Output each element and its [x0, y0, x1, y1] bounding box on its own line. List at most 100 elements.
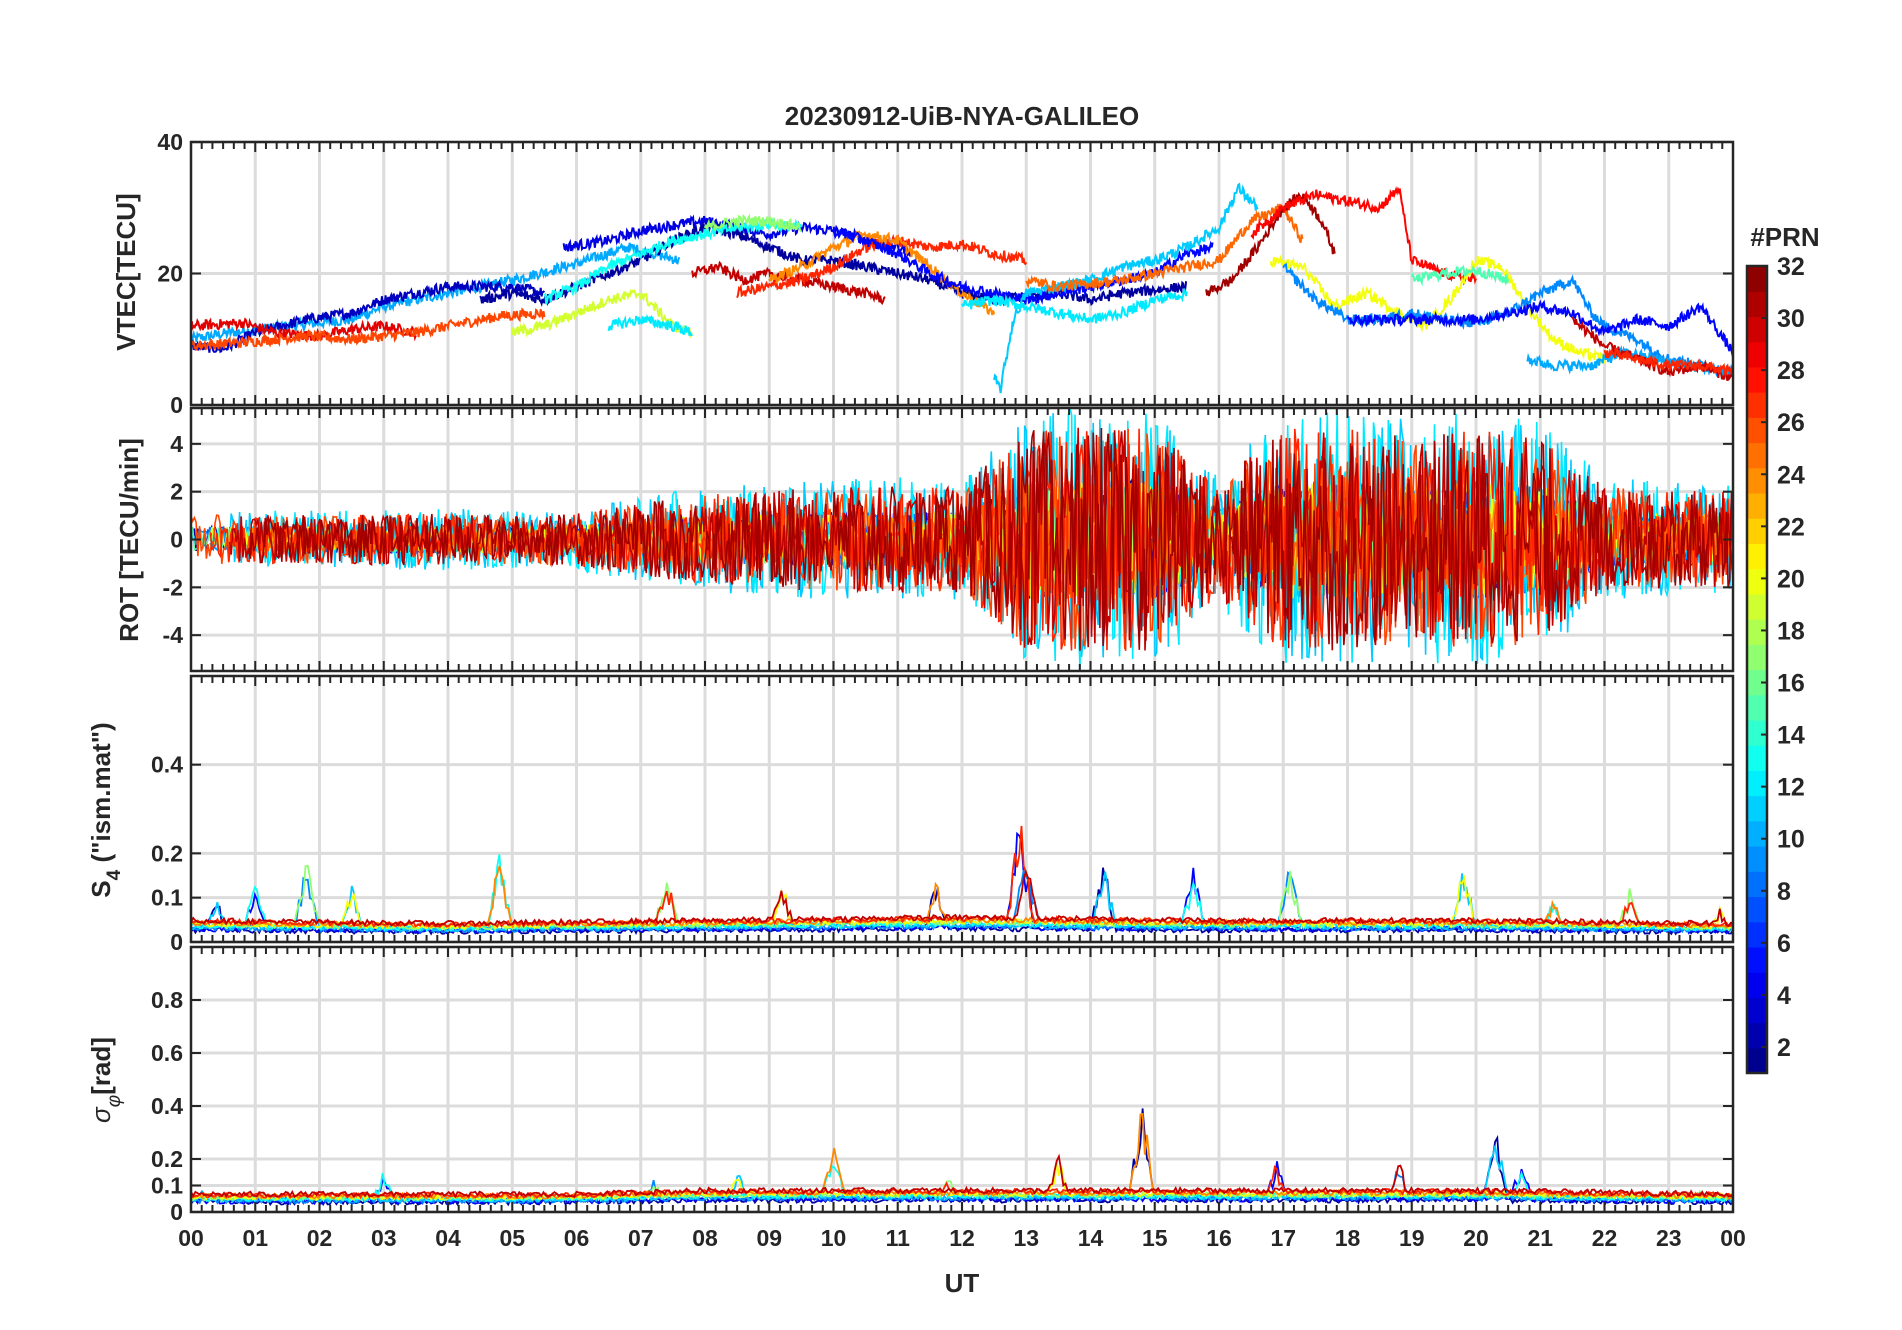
s4-label-sub: 4 — [104, 869, 125, 880]
x-tick-label: 05 — [499, 1225, 525, 1251]
y-tick-label: 4 — [170, 431, 183, 457]
x-tick-label: 06 — [564, 1225, 590, 1251]
x-tick-label: 04 — [435, 1225, 461, 1251]
colorbar-title: #PRN — [1750, 222, 1819, 252]
colorbar-segment — [1747, 341, 1767, 368]
colorbar-tick-label: 12 — [1777, 774, 1805, 802]
vtec-series-prn-31 — [1205, 191, 1336, 297]
plot-area — [191, 182, 1733, 394]
x-tick-label: 01 — [242, 1225, 268, 1251]
colorbar-frame — [1745, 264, 1769, 1075]
y-tick-label: 0.2 — [151, 840, 183, 866]
colorbar-segment — [1747, 1022, 1767, 1049]
panel-s4: 0 0.1 0.2 0.4 — [151, 674, 1735, 955]
vtec-series-prn-25 — [1025, 203, 1304, 295]
vtec-y-axis-label: VTEC[TECU] — [111, 193, 141, 350]
y-tick-label: 0.1 — [151, 1173, 183, 1199]
colorbar-segment — [1747, 719, 1767, 746]
x-tick-label: 11 — [886, 1225, 911, 1251]
sigma_phi-series-prn-30 — [191, 1153, 1733, 1199]
colorbar-segment — [1747, 846, 1767, 872]
vtec-series-prn-27 — [1603, 346, 1733, 376]
x-tick-label: 20 — [1463, 1225, 1489, 1251]
colorbar-segment — [1747, 266, 1767, 292]
x-tick-label: 14 — [1078, 1225, 1104, 1251]
colorbar-segment — [1747, 492, 1767, 519]
s4-label-rest: ("ism.mat") — [86, 722, 116, 869]
chart-title: 20230912-UiB-NYA-GALILEO — [785, 101, 1140, 131]
colorbar-segment — [1747, 291, 1767, 318]
rot-series-prn-30 — [228, 427, 1733, 651]
y-tick-label: 0.2 — [151, 1146, 183, 1172]
colorbar-segment — [1747, 417, 1767, 444]
y-tick-label: 0.4 — [151, 752, 183, 778]
sigma-phi-label-rest: [rad] — [86, 1037, 116, 1095]
x-tick-label: 09 — [756, 1225, 782, 1251]
y-tick-label: 0.8 — [151, 987, 183, 1013]
s4-label-main: S — [86, 880, 116, 897]
colorbar-tick-label: 32 — [1777, 253, 1805, 281]
y-tick-label: 0 — [170, 392, 183, 418]
y-tick-label: 0.4 — [151, 1093, 183, 1119]
x-tick-label: 19 — [1399, 1225, 1425, 1251]
colorbar-tick-label: 20 — [1777, 565, 1805, 593]
panel-vtec: 0 20 40 — [157, 129, 1735, 418]
colorbar-tick-label: 10 — [1777, 826, 1805, 854]
colorbar-segment — [1747, 972, 1767, 998]
vtec-series-prn-17 — [704, 213, 802, 233]
colorbar-segment — [1747, 820, 1767, 847]
rot-series-prn-31 — [248, 427, 1733, 651]
y-tick-label: 0 — [170, 527, 183, 553]
colorbar-segment — [1747, 669, 1767, 696]
vtec-series-prn-26 — [191, 307, 546, 351]
colorbar-tick-label: 14 — [1777, 722, 1805, 750]
colorbar-tick-label: 8 — [1777, 878, 1791, 906]
y-tick-label: 20 — [157, 261, 183, 287]
vtec-series-prn-28 — [1250, 186, 1477, 286]
sigma-phi-label-main: σ — [86, 1106, 116, 1123]
x-tick-label: 12 — [949, 1225, 975, 1251]
colorbar-tick-label: 18 — [1777, 617, 1805, 645]
colorbar-segment — [1747, 392, 1767, 418]
x-tick-label: 07 — [628, 1225, 654, 1251]
x-tick-label: 22 — [1592, 1225, 1618, 1251]
colorbar-segment — [1747, 619, 1767, 645]
x-tick-label: 23 — [1656, 1225, 1682, 1251]
y-tick-label: 0 — [170, 1199, 183, 1225]
sigma-phi-y-axis-label: σφ[rad] — [86, 1037, 125, 1123]
sigma-phi-label-sub: φ — [104, 1095, 125, 1107]
x-tick-label: 02 — [307, 1225, 333, 1251]
rot-y-axis-label: ROT [TECU/min] — [114, 438, 144, 642]
colorbar-segment — [1747, 644, 1767, 671]
vtec-series-prn-5 — [1346, 299, 1733, 357]
colorbar-tick-label: 22 — [1777, 513, 1805, 541]
x-tick-label: 00 — [1720, 1225, 1746, 1251]
x-tick-label: 00 — [178, 1225, 204, 1251]
vtec-series-prn-27 — [736, 233, 1028, 299]
colorbar-tick-label: 2 — [1777, 1034, 1791, 1062]
x-tick-label: 18 — [1335, 1225, 1361, 1251]
colorbar-segment — [1747, 694, 1767, 721]
x-tick-label: 16 — [1206, 1225, 1232, 1251]
y-tick-label: -2 — [163, 574, 183, 600]
x-tick-label: 10 — [821, 1225, 847, 1251]
x-tick-label: 15 — [1142, 1225, 1168, 1251]
colorbar-segment — [1747, 366, 1767, 393]
colorbar-segment — [1747, 593, 1767, 620]
colorbar-segment — [1747, 316, 1767, 343]
x-tick-labels: 00 01 02 03 04 05 06 07 08 09 10 11 12 13 14 15 16 17 18 19… — [178, 1225, 1746, 1251]
s4-series-prn-30 — [191, 869, 1733, 928]
colorbar-tick-label: 6 — [1777, 930, 1791, 958]
panel-sigma-phi: 00.10.2 0.4 0.6 0.8 — [151, 945, 1735, 1225]
vtec-series-prn-11 — [993, 182, 1259, 394]
colorbar-segment — [1747, 745, 1767, 771]
x-axis-label: UT — [945, 1268, 980, 1298]
x-tick-label: 13 — [1013, 1225, 1039, 1251]
colorbar-segment — [1747, 770, 1767, 797]
colorbar-segment — [1747, 518, 1767, 545]
colorbar-segment — [1747, 921, 1767, 948]
colorbar-tick-label: 28 — [1777, 357, 1805, 385]
plot-area — [191, 408, 1733, 669]
